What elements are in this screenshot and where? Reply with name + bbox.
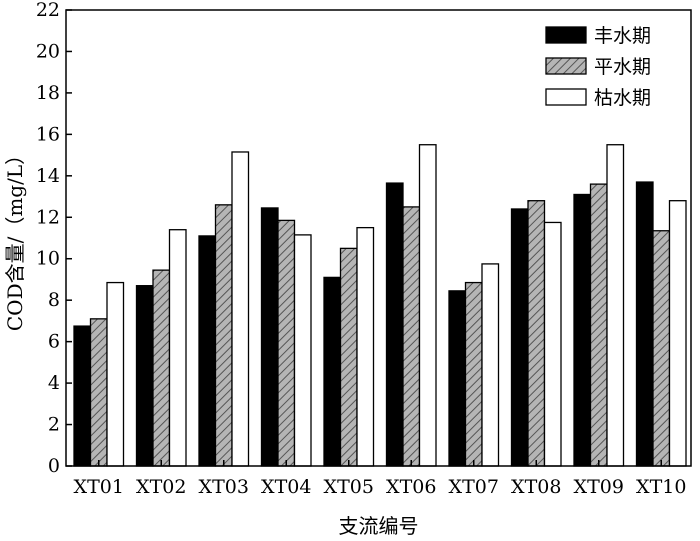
bar-xt06-series-1 — [385, 182, 404, 467]
x-tick-label: XT03 — [199, 476, 249, 498]
bar-xt09-series-1 — [573, 193, 592, 467]
bar-xt02-series-1 — [135, 285, 154, 467]
bar-xt06-series-2 — [402, 206, 421, 467]
bar-xt10-series-3 — [668, 200, 687, 467]
x-tick-label: XT05 — [324, 476, 374, 498]
bar-xt08-series-3 — [543, 221, 562, 467]
bar-xt04-series-1 — [260, 207, 279, 467]
bar-xt09-series-2 — [589, 183, 608, 467]
legend-swatch — [545, 57, 587, 75]
x-tick-label: XT01 — [74, 476, 124, 498]
x-tick-label: XT02 — [136, 476, 186, 498]
bar-xt09-series-3 — [606, 144, 625, 467]
bar-xt03-series-1 — [198, 235, 217, 467]
x-tick-label: XT07 — [449, 476, 499, 498]
bar-xt05-series-2 — [339, 247, 358, 467]
y-tick-label: 0 — [48, 455, 60, 477]
y-tick-label: 6 — [48, 331, 60, 353]
bar-xt01-series-2 — [89, 318, 108, 467]
y-tick-label: 22 — [36, 0, 60, 21]
y-tick-label: 2 — [48, 414, 60, 436]
y-tick-label: 20 — [36, 40, 60, 62]
bar-xt08-series-1 — [510, 208, 529, 467]
y-tick-label: 4 — [48, 372, 60, 394]
bars-group — [73, 144, 687, 467]
bar-xt10-series-2 — [652, 230, 671, 467]
y-tick-label: 8 — [48, 289, 60, 311]
x-tick-label: XT06 — [386, 476, 436, 498]
bar-xt02-series-3 — [168, 229, 187, 467]
y-axis-title: COD含量/（mg/L） — [3, 145, 27, 331]
x-tick-label: XT09 — [574, 476, 624, 498]
bar-xt02-series-2 — [152, 269, 171, 467]
bar-xt01-series-1 — [73, 325, 92, 467]
legend-label: 枯水期 — [594, 87, 651, 109]
legend-swatch — [545, 88, 587, 106]
legend-swatch — [545, 26, 587, 44]
bar-xt04-series-3 — [293, 234, 312, 467]
bar-xt07-series-1 — [448, 290, 467, 467]
x-axis: XT01 XT02 XT03 XT04 XT05 XT06 XT07 XT08 XT09 XT10 — [74, 460, 686, 498]
bar-xt07-series-2 — [464, 281, 483, 467]
y-axis: 0 2 4 6 8 10 12 14 16 18 20 22 — [36, 0, 72, 477]
bar-xt01-series-3 — [106, 281, 125, 467]
bar-xt04-series-2 — [277, 219, 296, 467]
x-tick-label: XT10 — [636, 476, 686, 498]
bar-xt05-series-1 — [323, 276, 342, 467]
y-tick-label: 16 — [36, 123, 60, 145]
y-tick-label: 14 — [36, 165, 60, 187]
bar-xt03-series-3 — [231, 151, 250, 467]
legend-label: 平水期 — [594, 56, 651, 78]
plot-frame — [65, 9, 692, 467]
bar-xt10-series-1 — [635, 181, 654, 467]
bar-xt07-series-3 — [481, 263, 500, 467]
bar-xt06-series-3 — [418, 144, 437, 467]
y-tick-label: 18 — [36, 82, 60, 104]
legend-label: 丰水期 — [594, 25, 651, 47]
x-tick-label: XT08 — [511, 476, 561, 498]
x-tick-label: XT04 — [261, 476, 311, 498]
y-tick-label: 10 — [36, 248, 60, 270]
bar-xt05-series-3 — [356, 226, 375, 467]
bar-xt03-series-2 — [214, 204, 233, 467]
x-axis-title: 支流编号 — [339, 514, 419, 538]
y-tick-label: 12 — [36, 206, 60, 228]
bar-xt08-series-2 — [527, 200, 546, 467]
